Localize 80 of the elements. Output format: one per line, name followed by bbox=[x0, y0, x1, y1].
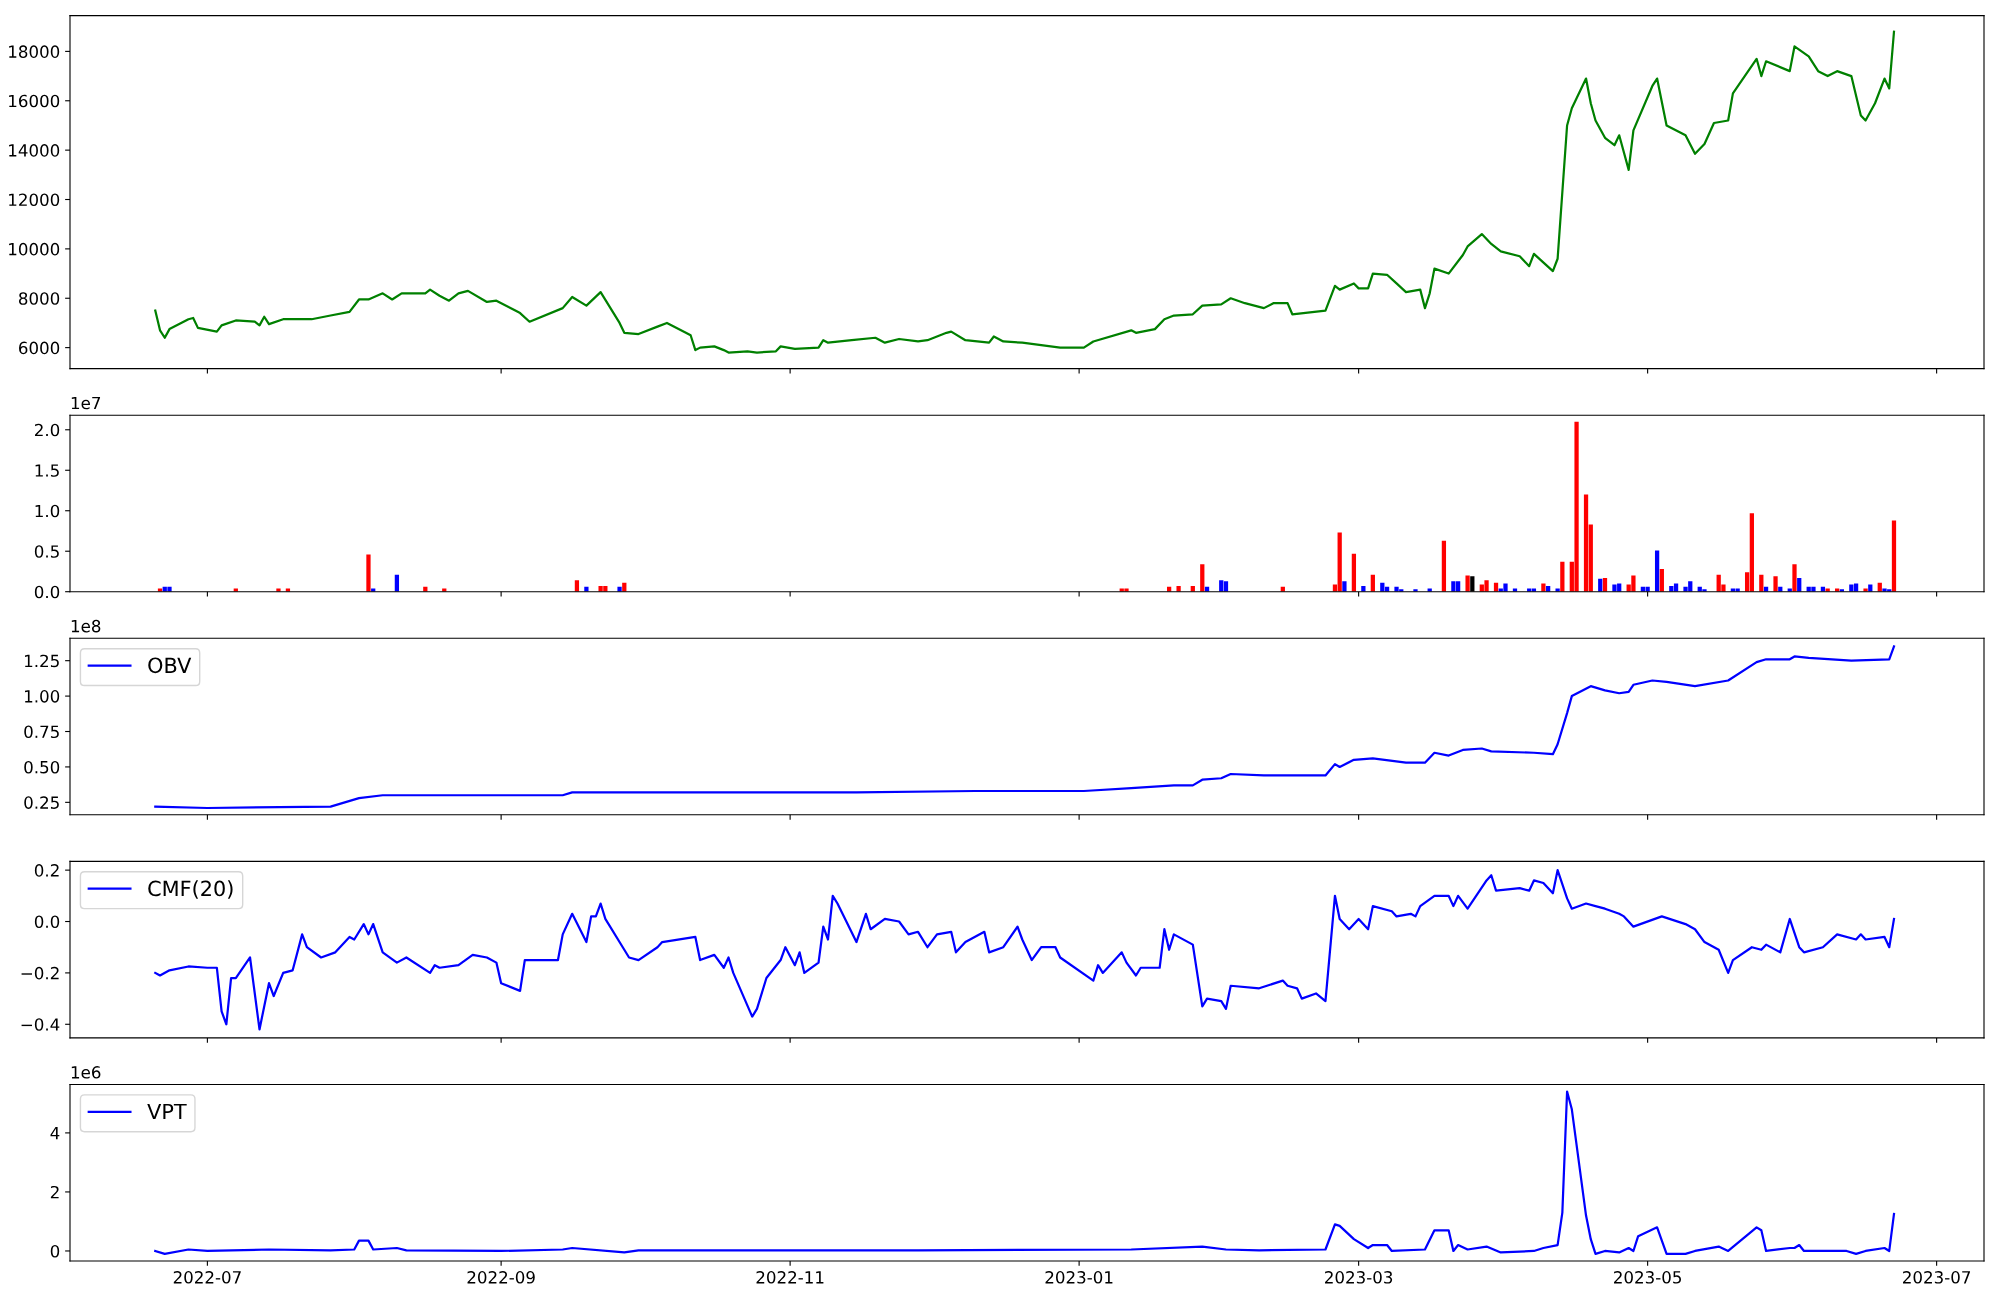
bar bbox=[1702, 589, 1707, 592]
y-tick-label: 0.75 bbox=[24, 725, 59, 739]
text: 1e6 bbox=[71, 1066, 101, 1079]
y-tick-label: −0.2 bbox=[21, 966, 59, 980]
bar bbox=[1631, 575, 1636, 592]
bar bbox=[1351, 553, 1357, 592]
y-tick-label: 0.5 bbox=[34, 545, 59, 558]
bar bbox=[584, 586, 589, 592]
bar bbox=[1413, 589, 1418, 592]
y-tick-label: 2 bbox=[50, 1185, 59, 1199]
bar bbox=[1882, 588, 1887, 592]
bar bbox=[1441, 540, 1447, 592]
bar bbox=[276, 588, 281, 592]
legend-label: CMF(20) bbox=[148, 880, 233, 899]
bar bbox=[1560, 561, 1565, 592]
legend-label: VPT bbox=[147, 1103, 187, 1120]
bar bbox=[1583, 494, 1589, 592]
y-tick-label: 18000 bbox=[9, 45, 60, 58]
bar bbox=[1659, 569, 1664, 592]
bar bbox=[167, 586, 172, 592]
bar bbox=[1612, 584, 1617, 592]
bar bbox=[574, 580, 580, 592]
bar bbox=[1792, 564, 1797, 592]
bar bbox=[1773, 576, 1778, 592]
bar bbox=[1645, 586, 1650, 592]
bar bbox=[1361, 586, 1366, 592]
y-tick-label: 0.50 bbox=[24, 760, 60, 774]
y-tick-label: 1.25 bbox=[25, 654, 59, 668]
x-tick-label: 2023-03 bbox=[1325, 1271, 1393, 1284]
bar bbox=[1891, 520, 1897, 592]
bar bbox=[1749, 513, 1754, 592]
y-tick-label: 0.0 bbox=[34, 585, 60, 599]
y-tick-label: 1.0 bbox=[35, 504, 60, 518]
y-tick-label: 12000 bbox=[9, 193, 60, 207]
y-tick-label: 1.5 bbox=[35, 464, 59, 477]
bar bbox=[1503, 583, 1508, 592]
y-tick-label: 10000 bbox=[9, 242, 60, 256]
bar bbox=[1849, 584, 1854, 592]
y-tick-label: −0.4 bbox=[21, 1018, 60, 1031]
x-tick-label: 2023-07 bbox=[1903, 1271, 1971, 1284]
y-tick-label: 1.00 bbox=[25, 690, 60, 703]
y-tick-label: 14000 bbox=[9, 144, 60, 157]
bar bbox=[1863, 588, 1868, 592]
y-tick-label: 8000 bbox=[18, 292, 60, 305]
x-tick-label: 2023-01 bbox=[1045, 1271, 1113, 1284]
bar bbox=[1484, 580, 1489, 592]
y-tick-label: 4 bbox=[50, 1127, 60, 1140]
bar bbox=[598, 586, 603, 592]
bar bbox=[1868, 584, 1873, 592]
bar bbox=[1337, 532, 1342, 592]
y-tick-label: 0 bbox=[50, 1244, 60, 1258]
y-tick-label: 0.2 bbox=[34, 864, 59, 877]
y-tick-label: 6000 bbox=[19, 341, 60, 355]
bar bbox=[1811, 586, 1816, 592]
x-tick-label: 2022-07 bbox=[173, 1271, 241, 1284]
y-tick-label: 16000 bbox=[9, 94, 60, 108]
bar bbox=[1451, 581, 1456, 592]
bar bbox=[366, 554, 371, 592]
bar bbox=[1176, 586, 1181, 592]
bar bbox=[617, 586, 622, 592]
bar bbox=[1465, 575, 1470, 592]
x-tick-label: 2022-09 bbox=[467, 1271, 535, 1284]
text: 1e7 bbox=[71, 396, 101, 410]
legend-label: OBV bbox=[148, 657, 192, 674]
bar bbox=[1200, 564, 1205, 592]
line-series bbox=[154, 30, 1896, 354]
bar bbox=[1574, 421, 1579, 592]
bar bbox=[1124, 588, 1129, 592]
bar bbox=[1541, 583, 1546, 592]
y-tick-label: 2.0 bbox=[34, 423, 60, 437]
bar bbox=[1342, 581, 1347, 592]
bar bbox=[1219, 580, 1224, 592]
text: 1e8 bbox=[71, 619, 101, 633]
bar bbox=[1654, 550, 1660, 592]
bar bbox=[1555, 588, 1560, 592]
x-tick-label: 2023-05 bbox=[1614, 1271, 1681, 1284]
y-tick-label: 0.25 bbox=[24, 796, 59, 809]
bar bbox=[1394, 586, 1399, 592]
x-tick-label: 2022-11 bbox=[756, 1271, 824, 1284]
y-tick-label: 0.0 bbox=[34, 915, 60, 929]
